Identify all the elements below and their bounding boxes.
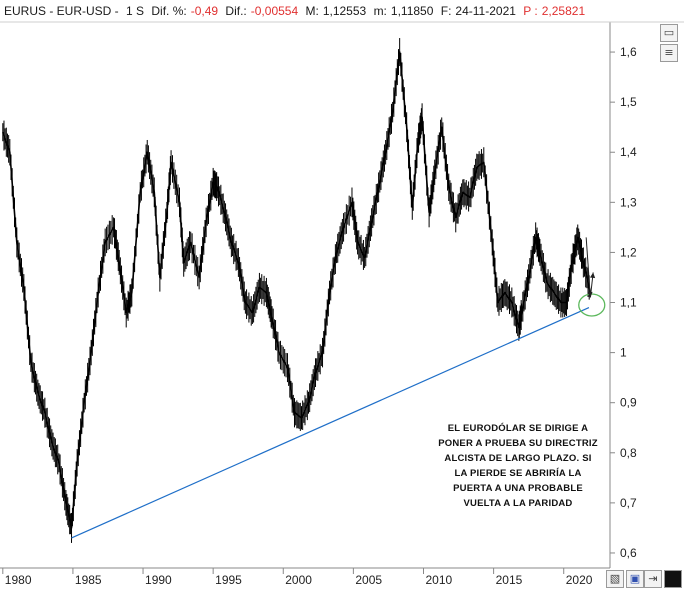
save-icon[interactable]: ▣ [626, 570, 644, 588]
x-tick-label: 1995 [215, 573, 242, 587]
annotation-line: PUERTA A UNA PROBABLE [453, 483, 583, 494]
p-label: P : [523, 4, 538, 18]
y-tick-label: 1,5 [620, 95, 637, 109]
symbol-label: EURUS - EUR-USD - [4, 4, 119, 18]
chart-style-icon[interactable]: ▧ [606, 570, 624, 588]
p-value: 2,25821 [541, 4, 586, 18]
diff-value: -0,00554 [250, 4, 299, 18]
pct-change-label: Dif. %: [151, 4, 187, 18]
y-tick-label: 0,8 [620, 446, 637, 460]
annotation-line: LA PIERDE SE ABRIRÍA LA [454, 468, 582, 479]
x-tick-label: 2005 [355, 573, 382, 587]
x-tick-label: 2015 [496, 573, 523, 587]
min-value: 1,11850 [390, 4, 434, 18]
y-tick-label: 1,4 [620, 145, 637, 159]
x-tick-label: 2010 [425, 573, 452, 587]
black-square-icon[interactable] [664, 570, 682, 588]
y-tick-label: 1,6 [620, 45, 637, 59]
diff-label: Dif.: [225, 4, 247, 18]
x-tick-label: 2000 [285, 573, 312, 587]
y-tick-label: 1,2 [620, 245, 637, 259]
y-tick-label: 0,7 [620, 496, 637, 510]
up-arrow-head [589, 272, 596, 279]
y-tick-label: 1,1 [620, 296, 637, 310]
trendline [71, 306, 590, 539]
export-icon[interactable]: ⇥ [644, 570, 662, 588]
y-tick-label: 0,9 [620, 396, 637, 410]
y-tick-label: 1 [620, 346, 627, 360]
support-circle [578, 293, 606, 317]
annotation-line: ALCISTA DE LARGO PLAZO. SI [444, 453, 592, 464]
max-label: M: [305, 4, 319, 18]
pct-change-value: -0,49 [190, 4, 219, 18]
annotation-line: VUELTA A LA PARIDAD [463, 498, 573, 509]
down-arrow [585, 237, 591, 298]
x-tick-label: 1985 [75, 573, 102, 587]
chart-header: EURUS - EUR-USD - 1 S Dif. %: -0,49 Dif.:… [0, 0, 614, 22]
date-label: F: [440, 4, 452, 18]
x-tick-label: 1990 [145, 573, 172, 587]
y-tick-label: 1,3 [620, 195, 637, 209]
annotation-line: PONER A PRUEBA SU DIRECTRIZ [438, 438, 598, 449]
annotation-line: EL EURODÓLAR SE DIRIGE A [447, 423, 589, 434]
min-label: m: [373, 4, 387, 18]
x-tick-label: 2020 [566, 573, 593, 587]
x-tick-label: 1980 [5, 573, 32, 587]
window-restore-icon[interactable]: ▭ [660, 24, 678, 42]
window-list-icon[interactable]: ≡ [660, 44, 678, 62]
period-label: 1 S [126, 4, 145, 18]
max-value: 1,12553 [322, 4, 367, 18]
date-value: 24-11-2021 [455, 4, 516, 18]
y-tick-label: 0,6 [620, 546, 637, 560]
annotation-text: EL EURODÓLAR SE DIRIGE A PONER A PRUEBA … [412, 421, 624, 511]
